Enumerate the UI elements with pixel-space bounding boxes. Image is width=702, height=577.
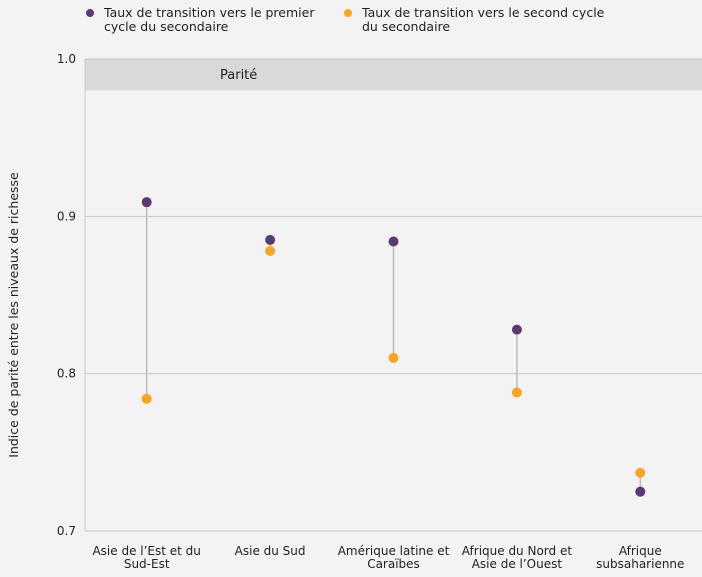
point-second-cycle [635,467,646,478]
point-first-cycle [511,324,522,335]
gridlines [84,58,702,532]
legend-label-line: du secondaire [362,19,450,34]
point-first-cycle [265,234,276,245]
data-points [141,197,646,497]
parity-band-label: Parité [220,68,257,83]
y-axis-label: Indice de parité entre les niveaux de ri… [6,172,21,458]
y-tick-label: 0.7 [57,524,76,538]
point-second-cycle [141,393,152,404]
parity-band: Parité [85,59,702,91]
x-category-label: Asie de l’Est et du Sud-Est [92,544,200,571]
x-category-label: Afrique du Nord et Asie de l’Ouest [462,544,573,571]
x-category-label-line: Caraïbes [367,557,420,571]
point-second-cycle [265,245,276,256]
y-tick-label: 0.8 [57,367,76,381]
legend: Taux de transition vers le premier cycle … [86,5,605,34]
x-category-label-line: Asie de l’Est et du [92,544,200,558]
x-category-label-line: Asie de l’Ouest [472,557,563,571]
x-category-label: Asie du Sud [235,544,306,558]
legend-label-line: cycle du secondaire [104,19,229,34]
y-axis-ticks: 0.7 0.8 0.9 1.0 [57,52,76,538]
x-category-label-line: Asie du Sud [235,544,306,558]
y-tick-label: 0.9 [57,209,76,223]
parity-band-rect [85,59,702,91]
point-first-cycle [635,486,646,497]
x-category-label-line: Afrique du Nord et [462,544,573,558]
x-category-label-line: Amérique latine et [338,544,450,558]
point-second-cycle [388,352,399,363]
x-category-label-line: subsaharienne [596,557,684,571]
legend-label: Taux de transition vers le second cycle d… [361,5,605,34]
legend-label: Taux de transition vers le premier cycle … [103,5,315,34]
x-category-label-line: Sud-Est [124,557,170,571]
x-category-label: Amérique latine et Caraïbes [338,544,450,571]
x-category-label: Afrique subsaharienne [596,544,684,571]
point-second-cycle [511,387,522,398]
x-axis-labels: Asie de l’Est et du Sud-Est Asie du Sud Amé… [92,544,684,571]
point-first-cycle [141,197,152,208]
legend-marker [344,9,352,17]
legend-label-line: Taux de transition vers le premier [103,5,315,20]
legend-marker [86,9,94,17]
x-category-label-line: Afrique [619,544,662,558]
legend-label-line: Taux de transition vers le second cycle [361,5,605,20]
y-tick-label: 1.0 [57,52,76,66]
point-first-cycle [388,236,399,247]
